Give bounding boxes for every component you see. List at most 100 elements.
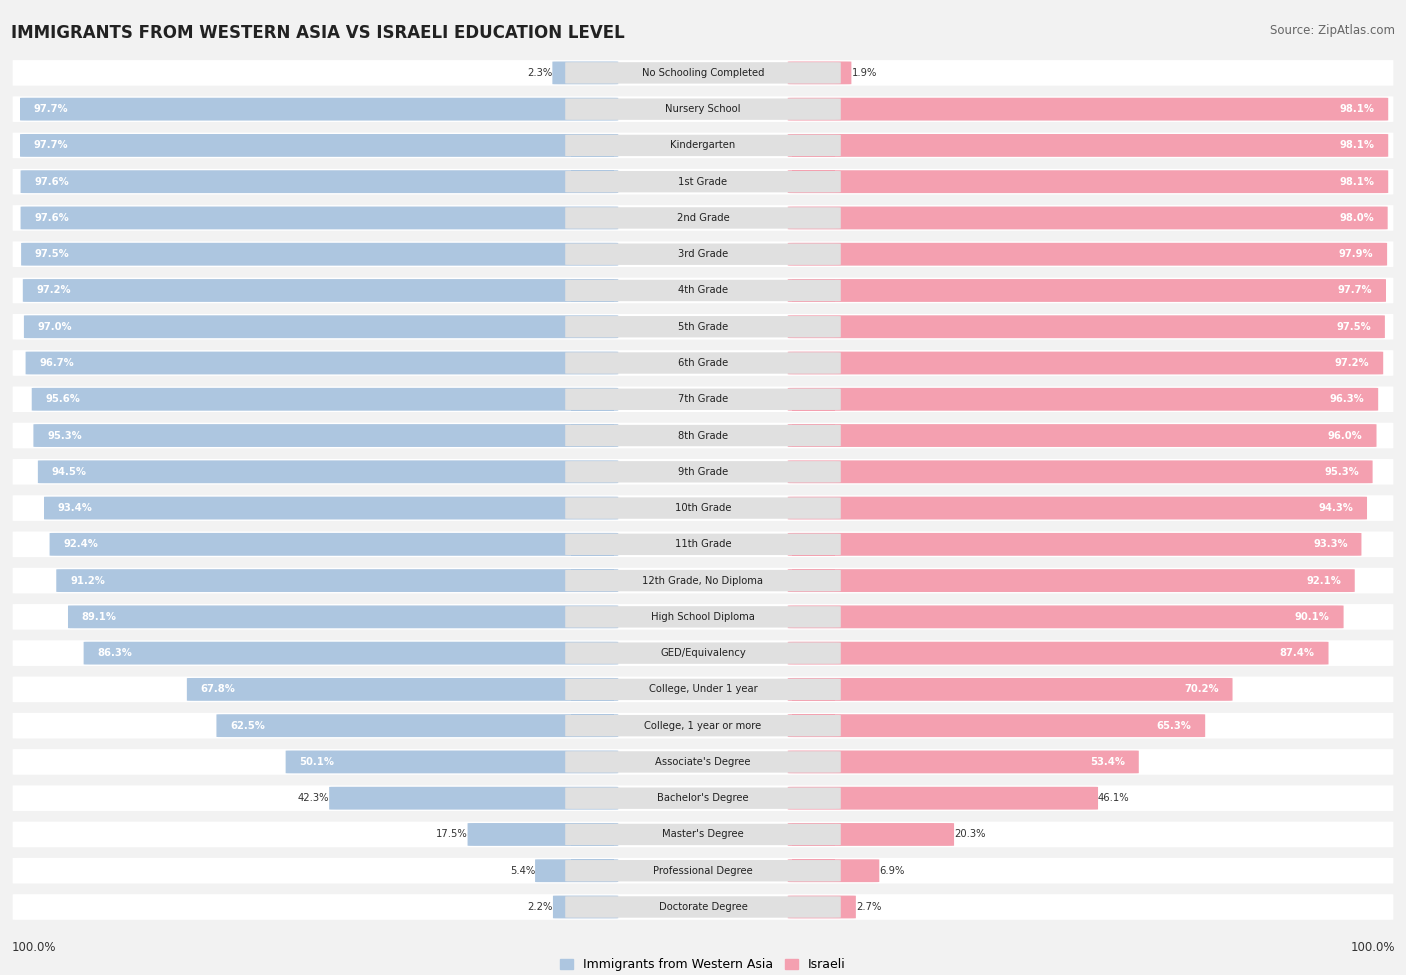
- FancyBboxPatch shape: [571, 352, 614, 374]
- FancyBboxPatch shape: [787, 678, 1233, 701]
- Legend: Immigrants from Western Asia, Israeli: Immigrants from Western Asia, Israeli: [555, 954, 851, 975]
- Text: 50.1%: 50.1%: [299, 757, 335, 767]
- FancyBboxPatch shape: [787, 207, 1388, 229]
- Text: 90.1%: 90.1%: [1295, 612, 1330, 622]
- FancyBboxPatch shape: [13, 567, 1393, 594]
- FancyBboxPatch shape: [13, 242, 1393, 267]
- Text: 65.3%: 65.3%: [1157, 721, 1191, 730]
- Text: 95.6%: 95.6%: [45, 394, 80, 405]
- Text: Kindergarten: Kindergarten: [671, 140, 735, 150]
- Text: 5.4%: 5.4%: [510, 866, 536, 876]
- FancyBboxPatch shape: [787, 715, 1205, 737]
- FancyBboxPatch shape: [571, 135, 614, 157]
- Text: Master's Degree: Master's Degree: [662, 830, 744, 839]
- FancyBboxPatch shape: [792, 642, 835, 664]
- FancyBboxPatch shape: [553, 896, 619, 918]
- Text: 95.3%: 95.3%: [48, 431, 82, 441]
- FancyBboxPatch shape: [571, 605, 614, 628]
- Text: 96.0%: 96.0%: [1329, 431, 1362, 441]
- FancyBboxPatch shape: [787, 243, 1388, 265]
- FancyBboxPatch shape: [21, 171, 619, 193]
- FancyBboxPatch shape: [787, 460, 1372, 484]
- FancyBboxPatch shape: [13, 205, 1393, 231]
- FancyBboxPatch shape: [792, 497, 835, 520]
- FancyBboxPatch shape: [565, 860, 841, 881]
- Text: 91.2%: 91.2%: [70, 575, 105, 586]
- FancyBboxPatch shape: [787, 787, 1098, 809]
- Text: 6.9%: 6.9%: [879, 866, 904, 876]
- FancyBboxPatch shape: [217, 715, 619, 737]
- FancyBboxPatch shape: [792, 533, 835, 556]
- Text: 97.6%: 97.6%: [34, 213, 69, 223]
- FancyBboxPatch shape: [792, 569, 835, 592]
- FancyBboxPatch shape: [13, 749, 1393, 775]
- FancyBboxPatch shape: [571, 679, 614, 701]
- FancyBboxPatch shape: [13, 604, 1393, 630]
- FancyBboxPatch shape: [571, 896, 614, 918]
- FancyBboxPatch shape: [792, 243, 835, 265]
- Text: 98.0%: 98.0%: [1339, 213, 1374, 223]
- FancyBboxPatch shape: [792, 424, 835, 447]
- FancyBboxPatch shape: [565, 497, 841, 519]
- FancyBboxPatch shape: [565, 352, 841, 373]
- FancyBboxPatch shape: [571, 533, 614, 556]
- Text: 93.4%: 93.4%: [58, 503, 93, 513]
- Text: High School Diploma: High School Diploma: [651, 612, 755, 622]
- FancyBboxPatch shape: [787, 859, 879, 882]
- FancyBboxPatch shape: [565, 679, 841, 700]
- Text: 46.1%: 46.1%: [1098, 794, 1129, 803]
- FancyBboxPatch shape: [565, 461, 841, 483]
- FancyBboxPatch shape: [21, 207, 619, 229]
- FancyBboxPatch shape: [571, 61, 614, 84]
- Text: 96.7%: 96.7%: [39, 358, 75, 368]
- FancyBboxPatch shape: [49, 533, 619, 556]
- Text: 3rd Grade: 3rd Grade: [678, 250, 728, 259]
- FancyBboxPatch shape: [787, 424, 1376, 447]
- FancyBboxPatch shape: [792, 279, 835, 301]
- Text: 42.3%: 42.3%: [298, 794, 329, 803]
- FancyBboxPatch shape: [565, 98, 841, 120]
- FancyBboxPatch shape: [787, 61, 852, 84]
- Text: 98.1%: 98.1%: [1340, 104, 1375, 114]
- FancyBboxPatch shape: [787, 751, 1139, 773]
- FancyBboxPatch shape: [571, 207, 614, 229]
- FancyBboxPatch shape: [787, 315, 1385, 338]
- Text: 67.8%: 67.8%: [201, 684, 236, 694]
- Text: 1st Grade: 1st Grade: [679, 176, 727, 186]
- FancyBboxPatch shape: [792, 316, 835, 338]
- FancyBboxPatch shape: [571, 316, 614, 338]
- FancyBboxPatch shape: [13, 786, 1393, 811]
- FancyBboxPatch shape: [571, 424, 614, 447]
- Text: 8th Grade: 8th Grade: [678, 431, 728, 441]
- FancyBboxPatch shape: [792, 715, 835, 737]
- Text: 2.3%: 2.3%: [527, 68, 553, 78]
- FancyBboxPatch shape: [565, 208, 841, 229]
- FancyBboxPatch shape: [20, 98, 619, 121]
- FancyBboxPatch shape: [792, 787, 835, 809]
- Text: 100.0%: 100.0%: [1350, 941, 1395, 954]
- Text: 11th Grade: 11th Grade: [675, 539, 731, 549]
- FancyBboxPatch shape: [13, 386, 1393, 412]
- FancyBboxPatch shape: [571, 823, 614, 845]
- FancyBboxPatch shape: [565, 788, 841, 809]
- FancyBboxPatch shape: [787, 98, 1388, 121]
- FancyBboxPatch shape: [792, 896, 835, 918]
- FancyBboxPatch shape: [792, 388, 835, 410]
- Text: 95.3%: 95.3%: [1324, 467, 1358, 477]
- FancyBboxPatch shape: [571, 460, 614, 483]
- Text: College, Under 1 year: College, Under 1 year: [648, 684, 758, 694]
- Text: 12th Grade, No Diploma: 12th Grade, No Diploma: [643, 575, 763, 586]
- FancyBboxPatch shape: [13, 495, 1393, 521]
- FancyBboxPatch shape: [38, 460, 619, 484]
- Text: 6th Grade: 6th Grade: [678, 358, 728, 368]
- FancyBboxPatch shape: [565, 316, 841, 337]
- Text: 97.7%: 97.7%: [34, 104, 69, 114]
- FancyBboxPatch shape: [13, 858, 1393, 883]
- FancyBboxPatch shape: [792, 207, 835, 229]
- FancyBboxPatch shape: [21, 243, 619, 265]
- FancyBboxPatch shape: [13, 350, 1393, 375]
- Text: 10th Grade: 10th Grade: [675, 503, 731, 513]
- FancyBboxPatch shape: [565, 570, 841, 591]
- Text: 100.0%: 100.0%: [11, 941, 56, 954]
- Text: No Schooling Completed: No Schooling Completed: [641, 68, 765, 78]
